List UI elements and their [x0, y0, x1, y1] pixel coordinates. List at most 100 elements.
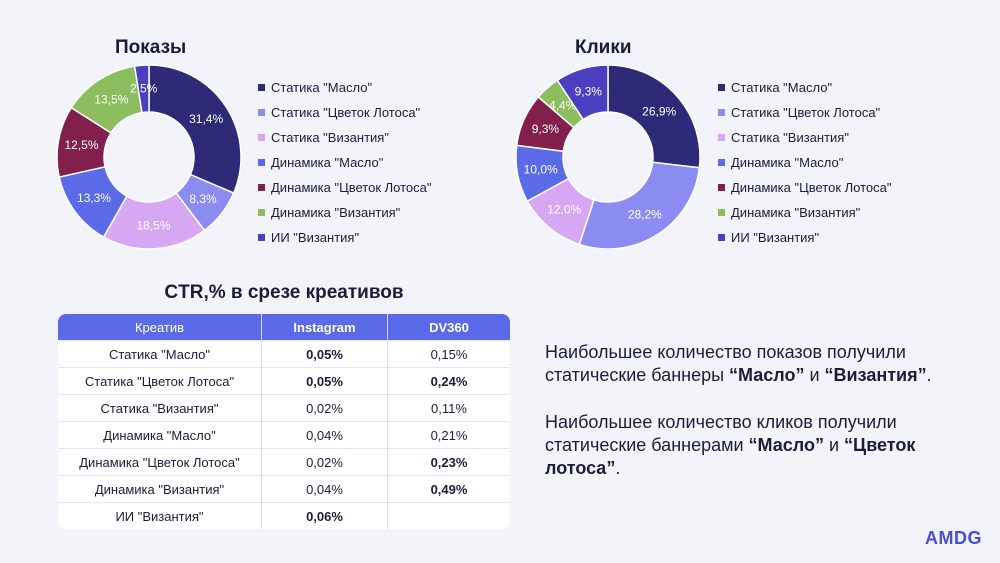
slice-label: 28,2%: [628, 208, 662, 222]
donut-slice: [133, 64, 150, 114]
cell-dv360: 0,23%: [387, 448, 510, 475]
slice-label: 9,3%: [532, 122, 560, 136]
donut-slice: [607, 64, 701, 169]
table-row: Динамика "Византия" 0,04% 0,49%: [58, 475, 510, 502]
legend-label: Статика "Византия": [731, 130, 849, 145]
legend-swatch: [718, 159, 725, 166]
header-instagram: Instagram: [261, 314, 387, 340]
note-text: и: [823, 435, 845, 455]
note-highlight: “Масло”: [729, 365, 805, 385]
table-header-row: Креатив Instagram DV360: [58, 314, 510, 340]
table-row: Статика "Масло" 0,05% 0,15%: [58, 340, 510, 367]
legend-item: Динамика "Византия": [258, 200, 431, 225]
cell-instagram: 0,05%: [261, 367, 387, 394]
note-text: Наибольшее количество показов получили с…: [545, 342, 906, 385]
note-impressions: Наибольшее количество показов получили с…: [545, 341, 965, 387]
cell-creative: Статика "Византия": [58, 394, 261, 421]
clicks-chart-title: Клики: [575, 37, 632, 58]
donut-slice: [556, 64, 609, 121]
slice-label: 8,3%: [189, 192, 217, 206]
legend-swatch: [258, 234, 265, 241]
slice-label: 26,9%: [642, 104, 676, 118]
table-row: Динамика "Цветок Лотоса" 0,02% 0,23%: [58, 448, 510, 475]
legend-label: ИИ "Византия": [731, 230, 820, 245]
amdg-logo: AMDG: [925, 528, 982, 548]
ctr-table: Креатив Instagram DV360 Статика "Масло" 0…: [58, 314, 510, 529]
cell-creative: Статика "Масло": [58, 340, 261, 367]
impressions-chart-title: Показы: [115, 37, 187, 58]
clicks-donut-chart: 26,9%28,2%12,0%10,0%9,3%4,4%9,3%: [515, 64, 701, 250]
header-creative: Креатив: [58, 314, 261, 340]
legend-swatch: [258, 134, 265, 141]
legend-swatch: [718, 234, 725, 241]
note-text: и: [804, 365, 825, 385]
impressions-legend: Статика "Масло" Статика "Цветок Лотоса" Ст…: [258, 75, 431, 250]
legend-label: ИИ "Византия": [271, 230, 360, 245]
table-row: Статика "Византия" 0,02% 0,11%: [58, 394, 510, 421]
table-row: ИИ "Византия" 0,06%: [58, 502, 510, 529]
legend-swatch: [718, 209, 725, 216]
legend-label: Динамика "Цветок Лотоса": [731, 180, 892, 195]
legend-label: Статика "Цветок Лотоса": [271, 105, 421, 120]
clicks-legend: Статика "Масло" Статика "Цветок Лотоса" Ст…: [718, 75, 891, 250]
legend-label: Статика "Масло": [731, 80, 833, 95]
header-dv360: DV360: [387, 314, 510, 340]
slice-label: 2,5%: [130, 82, 158, 96]
slice-label: 13,5%: [94, 93, 128, 107]
legend-item: Динамика "Цветок Лотоса": [718, 175, 891, 200]
legend-label: Динамика "Масло": [271, 155, 384, 170]
impressions-donut-chart: 31,4% 8,3% 18,5% 13,3% 12,5% 13,5%2,5%: [56, 64, 242, 250]
cell-dv360: [387, 502, 510, 529]
cell-creative: ИИ "Византия": [58, 502, 261, 529]
cell-dv360: 0,49%: [387, 475, 510, 502]
cell-dv360: 0,24%: [387, 367, 510, 394]
note-highlight: “Византия”: [824, 365, 927, 385]
legend-item: Динамика "Масло": [718, 150, 891, 175]
slice-label: 9,3%: [575, 84, 603, 98]
legend-swatch: [718, 109, 725, 116]
table-row: Статика "Цветок Лотоса" 0,05% 0,24%: [58, 367, 510, 394]
cell-instagram: 0,04%: [261, 421, 387, 448]
legend-label: Статика "Византия": [271, 130, 389, 145]
note-clicks: Наибольшее количество кликов получили ст…: [545, 411, 965, 480]
legend-swatch: [718, 184, 725, 191]
table-row: Динамика "Масло" 0,04% 0,21%: [58, 421, 510, 448]
slice-label: 4,4%: [549, 99, 577, 113]
legend-item: ИИ "Византия": [718, 225, 891, 250]
slice-label: 31,4%: [189, 112, 223, 126]
cell-creative: Динамика "Цветок Лотоса": [58, 448, 261, 475]
legend-item: Динамика "Цветок Лотоса": [258, 175, 431, 200]
slice-label: 12,0%: [547, 203, 581, 217]
legend-item: ИИ "Византия": [258, 225, 431, 250]
legend-label: Статика "Масло": [271, 80, 373, 95]
legend-item: Статика "Масло": [718, 75, 891, 100]
slice-label: 10,0%: [524, 163, 558, 177]
cell-instagram: 0,02%: [261, 448, 387, 475]
legend-label: Динамика "Византия": [271, 205, 401, 220]
note-highlight: “Масло”: [748, 435, 824, 455]
cell-creative: Динамика "Масло": [58, 421, 261, 448]
note-text: Наибольшее количество кликов получили ст…: [545, 412, 897, 455]
legend-item: Статика "Цветок Лотоса": [718, 100, 891, 125]
donut-slice: [148, 64, 242, 194]
legend-swatch: [258, 84, 265, 91]
legend-item: Статика "Византия": [718, 125, 891, 150]
legend-label: Статика "Цветок Лотоса": [731, 105, 881, 120]
cell-dv360: 0,15%: [387, 340, 510, 367]
legend-item: Статика "Византия": [258, 125, 431, 150]
note-text: .: [615, 458, 621, 478]
legend-swatch: [718, 134, 725, 141]
cell-creative: Динамика "Византия": [58, 475, 261, 502]
donut-slice: [578, 161, 701, 250]
cell-instagram: 0,04%: [261, 475, 387, 502]
slice-label: 13,3%: [77, 191, 111, 205]
legend-swatch: [258, 209, 265, 216]
legend-item: Статика "Цветок Лотоса": [258, 100, 431, 125]
cell-instagram: 0,06%: [261, 502, 387, 529]
note-highlight: “Цветок лотоса”: [545, 435, 916, 478]
legend-swatch: [258, 184, 265, 191]
summary-notes: Наибольшее количество показов получили с…: [545, 341, 965, 504]
legend-swatch: [258, 159, 265, 166]
legend-label: Динамика "Цветок Лотоса": [271, 180, 432, 195]
legend-item: Статика "Масло": [258, 75, 431, 100]
